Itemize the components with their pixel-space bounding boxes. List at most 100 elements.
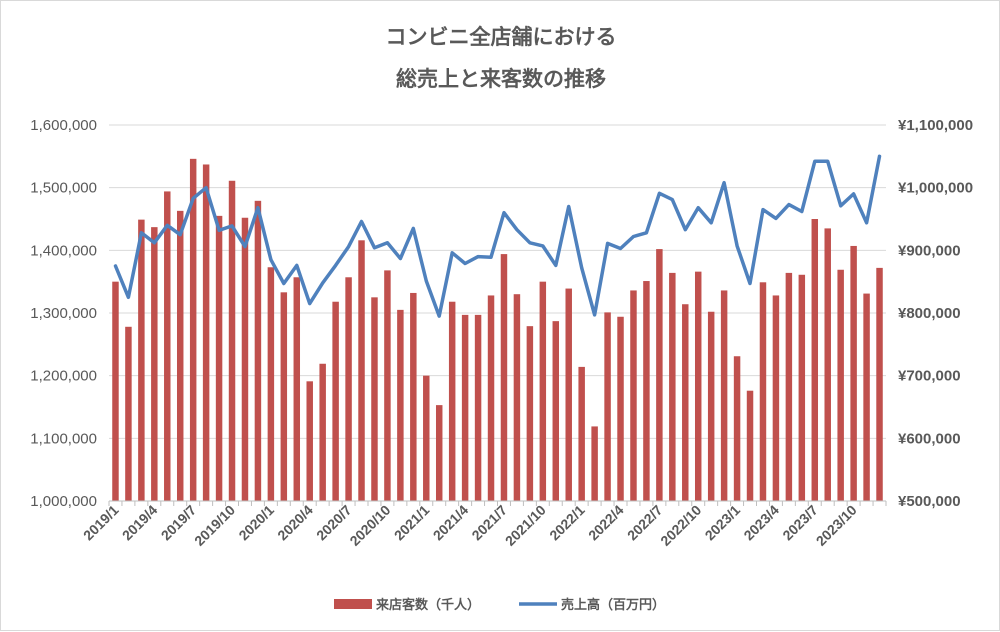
x-tick-label: 2023/10 <box>813 502 860 549</box>
bar <box>423 375 430 501</box>
x-tick-label: 2022/10 <box>657 502 704 549</box>
x-tick-label: 2020/10 <box>346 502 393 549</box>
bar <box>526 326 534 501</box>
bar <box>643 281 650 501</box>
bar <box>682 304 689 501</box>
bar <box>656 249 663 501</box>
y-left-tick-label: 1,200,000 <box>30 368 97 385</box>
x-tick-label: 2020/1 <box>235 502 277 544</box>
bar <box>358 240 365 501</box>
x-tick-label: 2023/4 <box>740 502 782 544</box>
bar <box>863 293 870 501</box>
y-left-tick-label: 1,000,000 <box>30 493 97 510</box>
bar <box>746 390 754 501</box>
bar <box>332 301 339 501</box>
bar <box>785 272 793 501</box>
bar <box>435 405 443 501</box>
bar <box>254 200 262 501</box>
bar <box>850 245 857 501</box>
bar <box>241 217 249 501</box>
y-right-tick-label: ¥500,000 <box>898 493 961 510</box>
legend: 来店客数（千人） 売上高（百万円） <box>334 597 665 613</box>
bar <box>694 271 702 501</box>
gridlines <box>109 124 886 502</box>
bar <box>798 274 806 501</box>
x-tick-label: 2022/1 <box>546 502 588 544</box>
bar <box>669 272 676 501</box>
bar-series <box>112 158 883 502</box>
x-tick-label: 2023/1 <box>702 502 744 544</box>
legend-swatch-bar <box>334 599 372 609</box>
bar <box>151 227 158 501</box>
bar <box>824 228 831 501</box>
bar <box>176 210 184 501</box>
bar <box>578 366 585 501</box>
bar <box>630 290 637 501</box>
sales-line <box>113 154 882 318</box>
y-left-tick-label: 1,400,000 <box>30 242 97 259</box>
y-right-tick-label: ¥1,000,000 <box>898 180 973 197</box>
y-right-tick-label: ¥1,100,000 <box>898 117 973 134</box>
y-right-tick-label: ¥700,000 <box>898 368 961 385</box>
bar <box>539 281 547 501</box>
bar <box>604 312 611 501</box>
y-left-tick-label: 1,500,000 <box>30 180 97 197</box>
bar <box>837 269 844 501</box>
bar <box>720 290 728 501</box>
bar <box>759 282 767 501</box>
bar <box>215 215 223 501</box>
bar <box>125 326 132 501</box>
bar <box>280 292 288 501</box>
bar <box>811 219 819 501</box>
bar <box>500 254 508 501</box>
x-tick-label: 2019/4 <box>119 502 161 544</box>
bar <box>228 180 236 502</box>
bar <box>267 267 275 501</box>
bar <box>565 288 572 501</box>
x-tick-label: 2021/1 <box>391 502 433 544</box>
bar <box>112 281 119 501</box>
bar <box>306 381 313 501</box>
bar <box>617 316 624 501</box>
bar <box>345 277 352 501</box>
y-right-tick-label: ¥800,000 <box>898 305 961 322</box>
line-series <box>113 154 882 318</box>
bar <box>384 270 391 501</box>
bar <box>591 426 598 501</box>
bar <box>733 356 741 501</box>
bar <box>189 158 197 501</box>
bar <box>371 297 378 501</box>
bar <box>552 321 560 501</box>
y-left-tick-label: 1,100,000 <box>30 430 97 447</box>
bar <box>410 292 417 501</box>
bar <box>397 309 404 501</box>
y-right-tick-label: ¥900,000 <box>898 242 961 259</box>
bar <box>876 267 883 501</box>
bar <box>487 295 495 501</box>
bar <box>474 314 482 501</box>
legend-label-bar: 来店客数（千人） <box>375 597 480 613</box>
bar <box>513 294 521 501</box>
bar <box>461 314 469 501</box>
legend-label-line: 売上高（百万円） <box>561 597 665 613</box>
bar <box>707 311 715 501</box>
x-tick-label: 2021/4 <box>430 502 472 544</box>
x-tick-label: 2022/4 <box>585 502 627 544</box>
bar <box>448 301 456 501</box>
bar <box>202 164 210 502</box>
x-tick-label: 2020/4 <box>274 502 316 544</box>
y-left-tick-label: 1,600,000 <box>30 117 97 134</box>
bar <box>164 191 171 501</box>
chart-title-line-2: 総売上と来客数の推移 <box>396 67 606 91</box>
y-left-tick-label: 1,300,000 <box>30 305 97 322</box>
bar <box>772 295 780 501</box>
chart-title-line-1: コンビニ全店舗における <box>386 25 617 49</box>
y-right-tick-label: ¥600,000 <box>898 430 961 447</box>
x-tick-label: 2021/10 <box>502 502 549 549</box>
x-tick-label: 2019/10 <box>191 502 238 549</box>
bar <box>138 219 145 502</box>
bar <box>293 277 301 501</box>
bar <box>319 363 326 501</box>
